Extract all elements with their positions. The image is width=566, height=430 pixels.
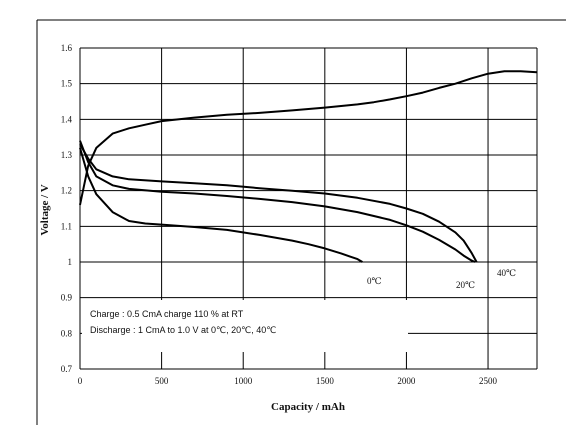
y-tick-label: 1.1: [61, 221, 72, 231]
series-line: [79, 147, 363, 263]
x-tick-label: 2500: [479, 376, 498, 386]
y-tick-label: 0.9: [61, 293, 73, 303]
tick-layer: 0 500 1000 1500 2000 2500 0.7 0.8 0.9 1 1.1 1.2 1.3 1…: [61, 43, 498, 386]
series-line: [79, 70, 538, 206]
y-tick-label: 1: [68, 257, 73, 267]
series-line: [79, 140, 476, 263]
x-tick-label: 1000: [234, 376, 253, 386]
y-tick-label: 1.5: [61, 79, 73, 89]
x-tick-label: 1500: [316, 376, 335, 386]
curve-label-40c: 40℃: [497, 268, 516, 278]
notes-box: [82, 300, 408, 352]
y-tick-label: 0.7: [61, 364, 73, 374]
y-tick-label: 1.4: [61, 114, 73, 124]
y-tick-label: 1.6: [61, 43, 73, 53]
x-tick-label: 0: [78, 376, 83, 386]
note-charge: Charge : 0.5 CmA charge 110 % at RT: [90, 309, 244, 319]
y-tick-label: 0.8: [61, 328, 73, 338]
series-layer: [79, 70, 538, 263]
y-axis-title: Voltage / V: [39, 184, 51, 235]
label-20-bg: [452, 276, 480, 292]
series-line: [79, 143, 478, 263]
x-tick-label: 2000: [397, 376, 416, 386]
y-tick-label: 1.3: [61, 150, 73, 160]
curve-label-20c: 20℃: [456, 280, 475, 290]
note-discharge: Discharge : 1 CmA to 1.0 V at 0℃, 20℃, 4…: [90, 325, 276, 335]
x-tick-label: 500: [155, 376, 169, 386]
x-axis-title: Capacity / mAh: [271, 401, 345, 413]
curve-label-0c: 0℃: [367, 276, 382, 286]
y-tick-label: 1.2: [61, 186, 72, 196]
